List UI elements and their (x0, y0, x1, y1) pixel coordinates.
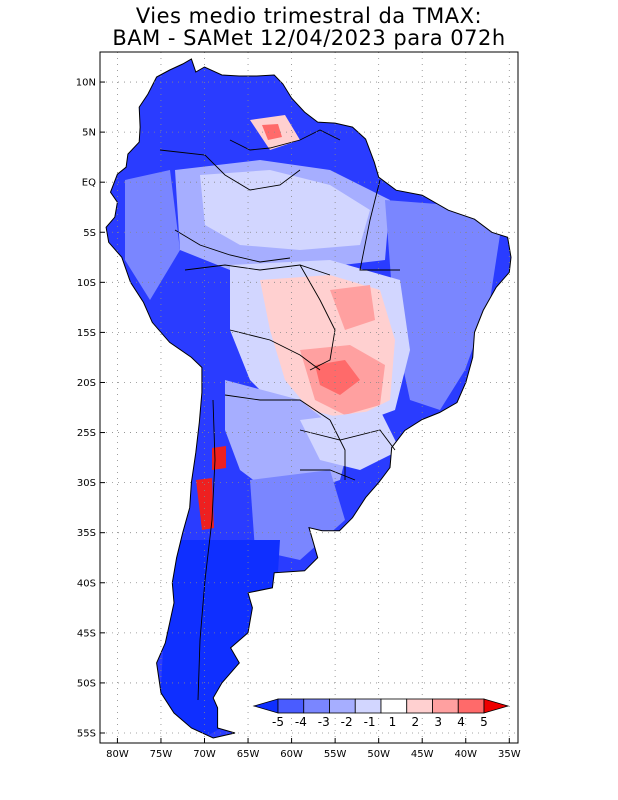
map-frame (99, 51, 519, 744)
colorbar-swatch (457, 698, 485, 714)
colorbar: -5 -4 -3 -2 -1 1 2 3 4 5 (252, 698, 510, 729)
lon-tick-label: 35W (498, 749, 521, 760)
lat-tick-label: 30S (77, 478, 96, 489)
lat-tick-label: 15S (77, 328, 96, 339)
lat-tick-label: 25S (77, 428, 96, 439)
colorbar-label: 2 (412, 715, 420, 729)
colorbar-label: -1 (364, 715, 376, 729)
lat-tick-label: 5N (82, 128, 96, 139)
map-title-line2: BAM - SAMet 12/04/2023 para 072h (112, 26, 506, 50)
colorbar-label: -2 (341, 715, 353, 729)
country-borders (159, 129, 400, 701)
lon-tick-label: 75W (150, 749, 173, 760)
bias-field-neg3-ne-brazil (385, 200, 500, 410)
colorbar-label: -3 (318, 715, 330, 729)
colorbar-arrow-high (483, 698, 510, 714)
lat-tick-label: 10N (76, 78, 96, 89)
bias-field-neg1-amazon (200, 170, 370, 250)
colorbar-label: -4 (295, 715, 307, 729)
bias-field-pos3-guiana (262, 124, 282, 140)
lon-tick-label: 80W (106, 749, 129, 760)
colorbar-swatch (354, 698, 382, 714)
map-grid (100, 52, 518, 743)
bias-field-neg1-parana (300, 410, 400, 470)
coastline (105, 58, 512, 739)
lon-tick-label: 60W (280, 749, 303, 760)
bias-field-neg2-andes-north (125, 170, 180, 300)
lat-tick-label: 50S (77, 678, 96, 689)
lon-tick-label: 45W (411, 749, 434, 760)
lat-tick-label: 20S (77, 378, 96, 389)
lat-tick-label: 5S (83, 228, 96, 239)
lat-tick-label: 40S (77, 578, 96, 589)
colorbar-label: 1 (389, 715, 397, 729)
lon-tick-label: 65W (237, 749, 260, 760)
colorbar-swatch (277, 698, 305, 714)
bias-field-pos4-andes-argentina (212, 446, 226, 470)
colorbar-label: -5 (272, 715, 284, 729)
lon-tick-label: 55W (324, 749, 347, 760)
map-title-line1: Vies medio trimestral da TMAX: (135, 4, 483, 28)
bias-field-pos4-andes-chile (196, 478, 214, 530)
colorbar-label: 3 (434, 715, 442, 729)
lat-tick-label: 35S (77, 528, 96, 539)
lat-tick-label: 55S (77, 728, 96, 739)
lon-tick-label: 70W (193, 749, 216, 760)
lon-tick-label: 40W (454, 749, 477, 760)
colorbar-swatch (303, 698, 330, 714)
colorbar-swatch (432, 698, 459, 714)
lat-tick-label: 10S (77, 278, 96, 289)
lat-tick-label: EQ (82, 178, 96, 189)
colorbar-swatch (380, 698, 408, 714)
colorbar-swatch (406, 698, 433, 714)
colorbar-swatch (329, 698, 356, 714)
lat-tick-label: 45S (77, 628, 96, 639)
bias-field-pos2-cerrado (330, 285, 375, 330)
colorbar-label: 5 (480, 715, 488, 729)
axis-ticks: 10N 5N EQ 5S 10S 15S 20S 25S 30S 35S 40S 45S 50S 55S 8… (76, 78, 521, 760)
bias-field-pos3-pantanal-core (315, 360, 360, 395)
lon-tick-label: 50W (367, 749, 390, 760)
colorbar-label: 4 (457, 715, 465, 729)
